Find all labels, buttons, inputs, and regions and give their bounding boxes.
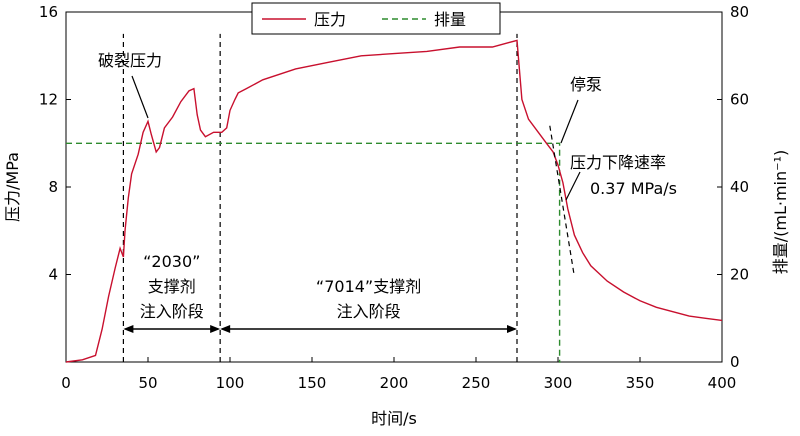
x-tick-label: 350 bbox=[626, 374, 655, 392]
stage-arrow-head-right bbox=[507, 325, 517, 333]
left-y-tick-label: 8 bbox=[48, 178, 58, 196]
pressure-series-line bbox=[65, 39, 723, 363]
right-y-tick-label: 40 bbox=[730, 178, 749, 196]
right-y-tick-label: 0 bbox=[730, 353, 740, 371]
stage-arrow-label: 注入阶段 bbox=[140, 302, 204, 321]
flow-series-line bbox=[66, 142, 561, 363]
right-y-tick-label: 60 bbox=[730, 91, 749, 109]
left-y-axis: 4 8 12 16 bbox=[39, 3, 71, 284]
left-y-tick-label: 12 bbox=[39, 91, 58, 109]
x-tick-label: 150 bbox=[298, 374, 327, 392]
x-tick-label: 400 bbox=[708, 374, 737, 392]
decline-rate-pointer bbox=[565, 171, 581, 201]
stage-arrow-head-left bbox=[123, 325, 134, 333]
decline-rate-label: 压力下降速率 bbox=[570, 153, 666, 172]
pump-stop-label: 停泵 bbox=[570, 75, 602, 94]
left-y-tick-label: 16 bbox=[39, 3, 58, 21]
stage-arrow-label: “7014”支撑剂 bbox=[316, 277, 421, 296]
left-y-tick-label: 4 bbox=[48, 266, 58, 284]
x-axis: 0 50 100 150 200 250 300 350 400 bbox=[61, 357, 736, 392]
x-tick-label: 300 bbox=[544, 374, 573, 392]
legend: 压力 排量 bbox=[251, 2, 501, 35]
x-tick-label: 0 bbox=[61, 374, 71, 392]
stage-arrow-label: “2030” bbox=[143, 252, 200, 271]
stage-arrow-label: 支撑剂 bbox=[148, 277, 196, 296]
pump-stop-pointer bbox=[560, 99, 579, 144]
legend-pressure-label: 压力 bbox=[314, 10, 346, 29]
x-axis-title: 时间/s bbox=[371, 409, 417, 428]
breakdown-pressure-label: 破裂压力 bbox=[98, 51, 162, 70]
decline-slope-guide bbox=[549, 125, 575, 277]
stage-arrow-head-right bbox=[210, 325, 221, 333]
right-y-tick-label: 20 bbox=[730, 266, 749, 284]
stage-arrow-label: 注入阶段 bbox=[337, 302, 401, 321]
x-tick-label: 250 bbox=[462, 374, 491, 392]
breakdown-pointer bbox=[131, 75, 149, 119]
right-y-tick-label: 80 bbox=[730, 3, 749, 21]
stage-arrow-head-left bbox=[220, 325, 231, 333]
right-y-axis: 0 20 40 60 80 bbox=[717, 3, 749, 371]
left-y-axis-title: 压力/MPa bbox=[3, 152, 22, 222]
legend-flow-label: 排量 bbox=[434, 10, 466, 29]
stage-markers bbox=[122, 33, 518, 362]
decline-rate-value: 0.37 MPa/s bbox=[590, 179, 677, 198]
x-tick-label: 100 bbox=[216, 374, 245, 392]
x-tick-label: 50 bbox=[138, 374, 157, 392]
x-tick-label: 200 bbox=[380, 374, 409, 392]
right-y-axis-title: 排量/(mL·min⁻¹) bbox=[771, 150, 790, 275]
